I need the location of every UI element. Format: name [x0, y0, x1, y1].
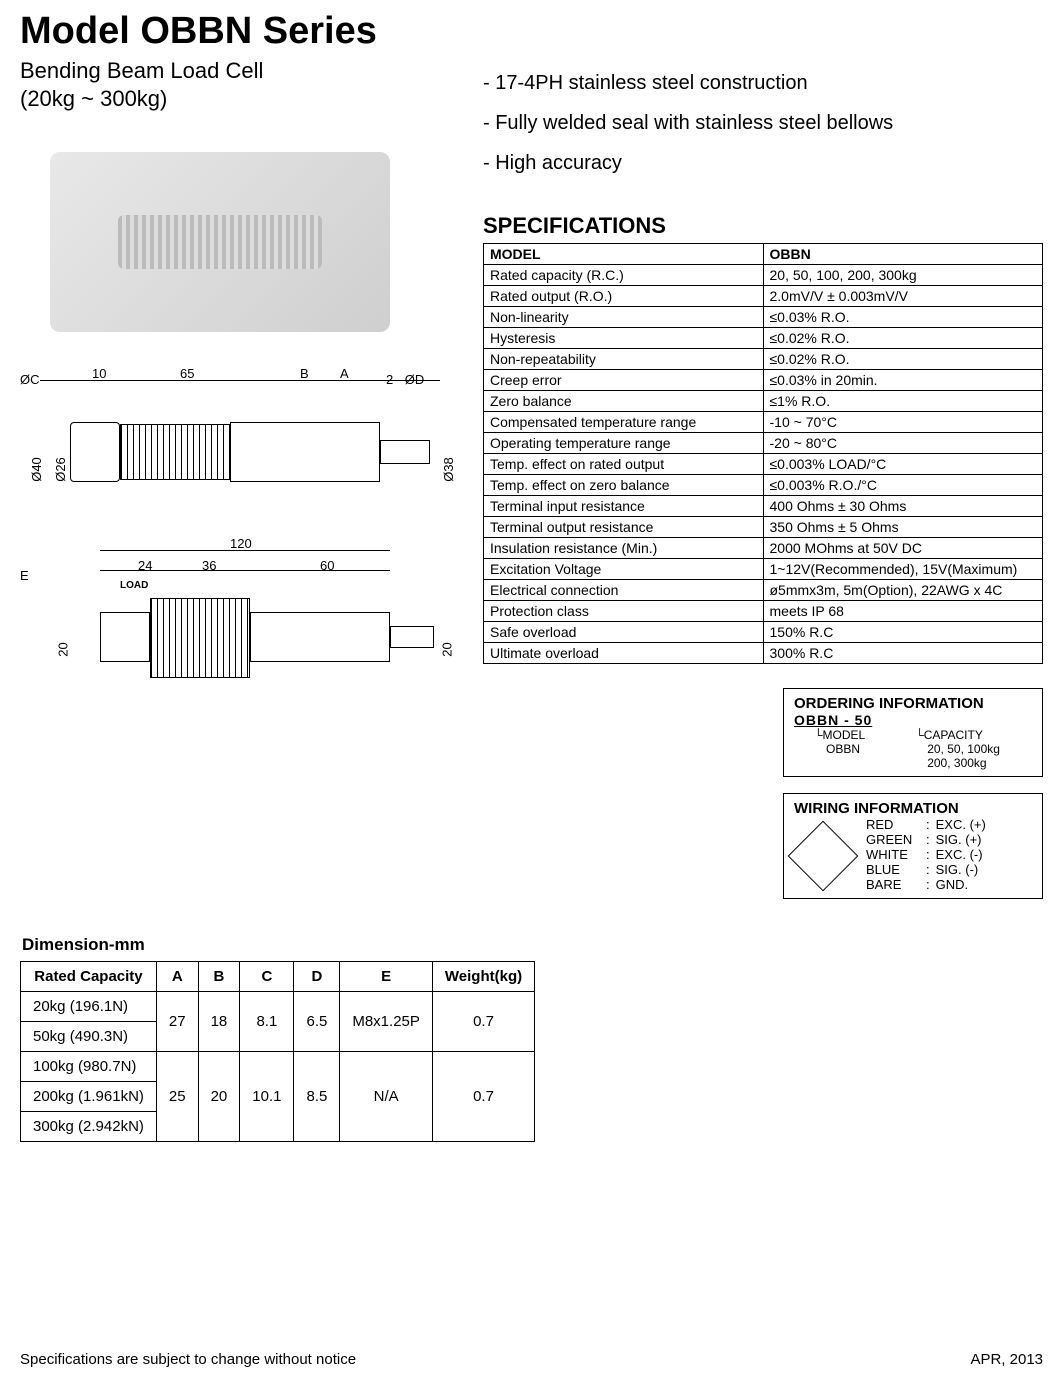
- wiring-row: RED:EXC. (+): [866, 817, 986, 832]
- spec-label: Terminal output resistance: [484, 517, 764, 538]
- spec-label: Operating temperature range: [484, 433, 764, 454]
- dimension-table: Rated CapacityABCDEWeight(kg) 20kg (196.…: [20, 961, 535, 1142]
- spec-value: 2000 MOhms at 50V DC: [763, 538, 1043, 559]
- spec-value: 350 Ohms ± 5 Ohms: [763, 517, 1043, 538]
- subtitle-line2: (20kg ~ 300kg): [20, 85, 463, 113]
- spec-value: -20 ~ 80°C: [763, 433, 1043, 454]
- spec-label: Excitation Voltage: [484, 559, 764, 580]
- dim-header: C: [240, 962, 294, 992]
- table-row: 100kg (980.7N)252010.18.5N/A0.7: [21, 1052, 535, 1082]
- spec-heading: SPECIFICATIONS: [483, 213, 1043, 239]
- wiring-row: BLUE:SIG. (-): [866, 862, 986, 877]
- feature-item: - 17-4PH stainless steel construction: [483, 63, 1043, 103]
- spec-label: Rated output (R.O.): [484, 286, 764, 307]
- ordering-model-label: MODEL: [823, 728, 866, 742]
- spec-value: ≤0.003% LOAD/°C: [763, 454, 1043, 475]
- ordering-cap-val1: 20, 50, 100kg: [927, 742, 1000, 756]
- ordering-title: ORDERING INFORMATION: [794, 695, 1032, 712]
- spec-label: Ultimate overload: [484, 643, 764, 664]
- dim-header: D: [294, 962, 340, 992]
- footer-date: APR, 2013: [970, 1351, 1043, 1368]
- spec-value: ≤0.02% R.O.: [763, 349, 1043, 370]
- spec-label: Non-linearity: [484, 307, 764, 328]
- ordering-model-val: OBBN: [826, 742, 865, 756]
- wiring-title: WIRING INFORMATION: [794, 800, 1032, 817]
- spec-value: ø5mmx3m, 5m(Option), 22AWG x 4C: [763, 580, 1043, 601]
- spec-label: Rated capacity (R.C.): [484, 265, 764, 286]
- spec-label: Terminal input resistance: [484, 496, 764, 517]
- wiring-row: BARE:GND.: [866, 877, 986, 892]
- spec-value: 300% R.C: [763, 643, 1043, 664]
- wiring-box: WIRING INFORMATION RED:EXC. (+)GREEN:SIG…: [783, 793, 1043, 899]
- ordering-cap-val2: 200, 300kg: [927, 756, 1000, 770]
- spec-value: ≤0.03% R.O.: [763, 307, 1043, 328]
- dim-header: A: [156, 962, 198, 992]
- spec-value: meets IP 68: [763, 601, 1043, 622]
- page-title: Model OBBN Series: [20, 10, 1043, 53]
- spec-value: 2.0mV/V ± 0.003mV/V: [763, 286, 1043, 307]
- spec-value: ≤0.02% R.O.: [763, 328, 1043, 349]
- subtitle-line1: Bending Beam Load Cell: [20, 57, 463, 85]
- spec-value: 1~12V(Recommended), 15V(Maximum): [763, 559, 1043, 580]
- side-view-drawing: 120 E 24 36 60 LOAD 20 20: [20, 542, 460, 732]
- dim-header: E: [340, 962, 433, 992]
- spec-label: Insulation resistance (Min.): [484, 538, 764, 559]
- product-image: BONGSHIN: [50, 152, 390, 332]
- top-view-drawing: ØC 10 65 B A 2 - ØD Ø40 Ø26 Ø38: [20, 362, 460, 532]
- dim-header: B: [198, 962, 240, 992]
- spec-label: Creep error: [484, 370, 764, 391]
- spec-label: Safe overload: [484, 622, 764, 643]
- wiring-row: WHITE:EXC. (-): [866, 847, 986, 862]
- footer-note: Specifications are subject to change wit…: [20, 1351, 356, 1368]
- spec-label: Electrical connection: [484, 580, 764, 601]
- spec-value: ≤1% R.O.: [763, 391, 1043, 412]
- bridge-icon: [788, 821, 859, 892]
- spec-label: Protection class: [484, 601, 764, 622]
- table-row: 20kg (196.1N)27188.16.5M8x1.25P0.7: [21, 992, 535, 1022]
- spec-value: -10 ~ 70°C: [763, 412, 1043, 433]
- ordering-code: OBBN - 50: [794, 712, 1032, 728]
- spec-value: 400 Ohms ± 30 Ohms: [763, 496, 1043, 517]
- spec-header-value: OBBN: [763, 244, 1043, 265]
- spec-value: 150% R.C: [763, 622, 1043, 643]
- spec-value: ≤0.003% R.O./°C: [763, 475, 1043, 496]
- spec-label: Temp. effect on rated output: [484, 454, 764, 475]
- wiring-row: GREEN:SIG. (+): [866, 832, 986, 847]
- ordering-cap-label: CAPACITY: [924, 728, 983, 742]
- spec-value: ≤0.03% in 20min.: [763, 370, 1043, 391]
- ordering-box: ORDERING INFORMATION OBBN - 50 └MODEL OB…: [783, 688, 1043, 777]
- dim-header: Rated Capacity: [21, 962, 157, 992]
- features-list: - 17-4PH stainless steel construction - …: [483, 63, 1043, 183]
- spec-label: Non-repeatability: [484, 349, 764, 370]
- spec-label: Zero balance: [484, 391, 764, 412]
- spec-value: 20, 50, 100, 200, 300kg: [763, 265, 1043, 286]
- dim-header: Weight(kg): [432, 962, 534, 992]
- spec-label: Compensated temperature range: [484, 412, 764, 433]
- feature-item: - High accuracy: [483, 143, 1043, 183]
- dimension-heading: Dimension-mm: [22, 935, 1043, 955]
- spec-header-model: MODEL: [484, 244, 764, 265]
- spec-table: MODEL OBBN Rated capacity (R.C.)20, 50, …: [483, 243, 1043, 664]
- brand-label: BONGSHIN: [186, 231, 248, 242]
- feature-item: - Fully welded seal with stainless steel…: [483, 103, 1043, 143]
- spec-label: Temp. effect on zero balance: [484, 475, 764, 496]
- spec-label: Hysteresis: [484, 328, 764, 349]
